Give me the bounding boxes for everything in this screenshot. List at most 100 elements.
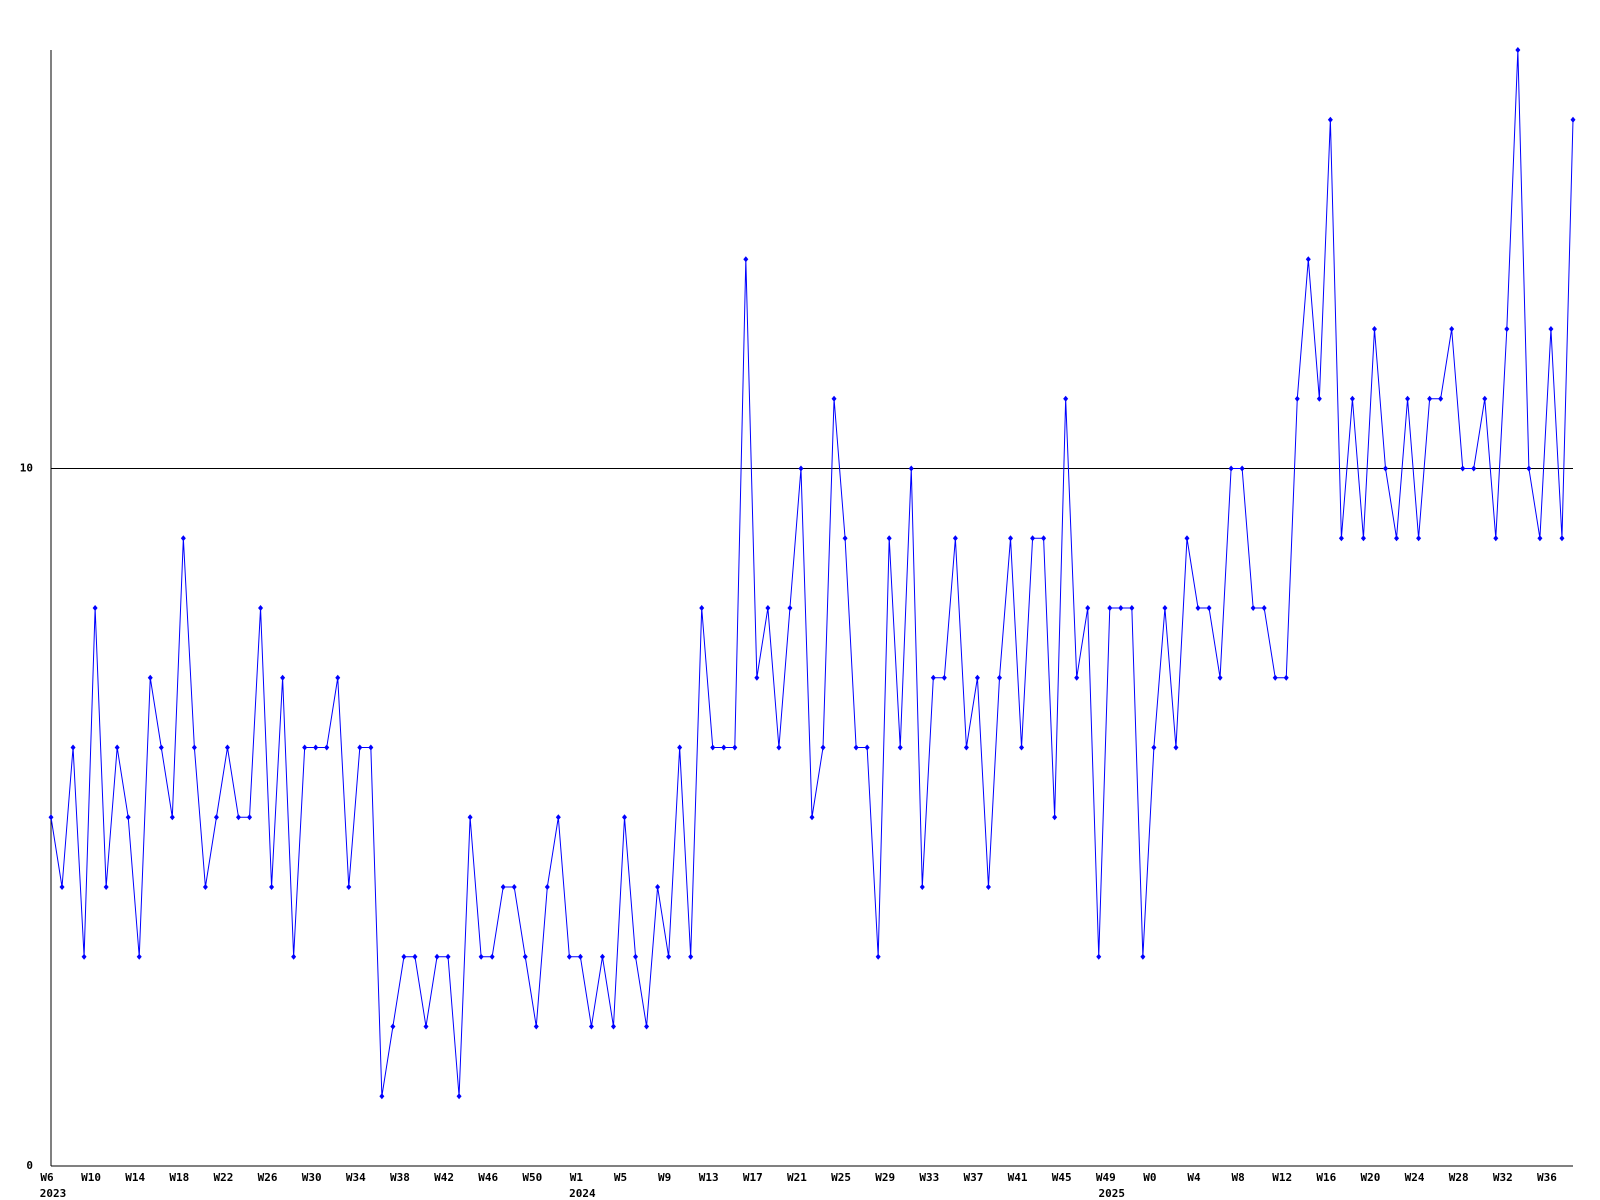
x-year-label: 2025 — [1099, 1187, 1126, 1200]
data-point — [655, 884, 661, 890]
x-tick-label: W46 — [478, 1171, 498, 1184]
data-point — [787, 605, 793, 611]
x-tick-label: W5 — [614, 1171, 627, 1184]
data-point — [92, 605, 98, 611]
data-point — [952, 535, 958, 542]
x-tick-label: W10 — [81, 1171, 101, 1184]
x-tick-label: W1 — [570, 1171, 584, 1184]
data-point — [324, 744, 330, 751]
data-point — [820, 744, 826, 751]
data-point — [1493, 535, 1499, 542]
data-point — [754, 674, 760, 681]
data-point — [897, 744, 903, 751]
x-tick-label: W38 — [390, 1171, 410, 1184]
x-tick-label: W6 — [40, 1171, 54, 1184]
data-point — [1096, 953, 1102, 960]
data-point — [1217, 674, 1223, 681]
data-point — [1327, 116, 1333, 123]
x-tick-label: W34 — [346, 1171, 366, 1184]
data-point — [1383, 465, 1389, 472]
data-point — [500, 884, 506, 890]
data-point — [456, 1093, 462, 1100]
data-point — [1239, 465, 1245, 472]
data-point — [423, 1023, 429, 1030]
data-point — [610, 1023, 616, 1030]
data-point — [985, 884, 991, 890]
data-point — [401, 953, 407, 960]
data-point — [710, 744, 716, 751]
data-point — [511, 884, 517, 890]
x-tick-label: W21 — [787, 1171, 807, 1184]
data-point — [213, 814, 219, 821]
x-tick-label: W9 — [658, 1171, 671, 1184]
data-point — [467, 814, 473, 821]
data-point — [1394, 535, 1400, 542]
data-point — [633, 953, 639, 960]
data-point — [1294, 395, 1300, 402]
data-point — [1151, 744, 1157, 751]
data-point — [1283, 674, 1289, 681]
data-point — [588, 1023, 594, 1030]
data-point — [677, 744, 683, 751]
data-point — [1460, 465, 1466, 472]
data-point — [48, 814, 54, 821]
x-tick-label: W33 — [919, 1171, 939, 1184]
x-tick-label: W50 — [522, 1171, 542, 1184]
x-tick-label: W18 — [169, 1171, 189, 1184]
data-point — [1008, 535, 1014, 542]
data-point — [886, 535, 892, 542]
data-point — [1349, 395, 1355, 402]
data-point — [555, 814, 561, 821]
x-tick-label: W32 — [1493, 1171, 1513, 1184]
data-point — [434, 953, 440, 960]
data-point — [1250, 605, 1256, 611]
data-point — [379, 1093, 385, 1100]
data-point — [809, 814, 815, 821]
data-point — [577, 953, 583, 960]
data-point — [1338, 535, 1344, 542]
data-point — [699, 605, 705, 611]
data-point — [81, 953, 87, 960]
data-point — [1316, 395, 1322, 402]
data-point — [1118, 605, 1124, 611]
data-point — [357, 744, 363, 751]
data-point — [842, 535, 848, 542]
data-point — [1449, 326, 1455, 332]
data-point — [1041, 535, 1047, 542]
x-tick-label: W26 — [258, 1171, 278, 1184]
data-point — [136, 953, 142, 960]
data-point — [1162, 605, 1168, 611]
data-point — [1063, 395, 1069, 402]
y-tick-label: 0 — [26, 1159, 33, 1172]
data-point — [302, 744, 308, 751]
data-point — [1471, 465, 1477, 472]
data-point — [533, 1023, 539, 1030]
data-point — [191, 744, 197, 751]
x-tick-label: W22 — [214, 1171, 234, 1184]
data-point — [666, 953, 672, 960]
data-point — [1129, 605, 1135, 611]
data-point — [335, 674, 341, 681]
data-point — [1537, 535, 1543, 542]
data-point — [280, 674, 286, 681]
data-point — [478, 953, 484, 960]
x-tick-label: W0 — [1143, 1171, 1156, 1184]
data-point — [59, 884, 65, 890]
data-point — [313, 744, 319, 751]
data-point — [158, 744, 164, 751]
data-point — [114, 744, 120, 751]
x-tick-label: W13 — [699, 1171, 719, 1184]
data-point — [390, 1023, 396, 1030]
data-point — [875, 953, 881, 960]
data-point — [368, 744, 374, 751]
data-point — [599, 953, 605, 960]
data-point — [1272, 674, 1278, 681]
data-point — [688, 953, 694, 960]
x-tick-label: W16 — [1316, 1171, 1336, 1184]
data-point — [258, 605, 264, 611]
data-point — [1438, 395, 1444, 402]
x-tick-label: W24 — [1405, 1171, 1425, 1184]
data-point — [235, 814, 241, 821]
